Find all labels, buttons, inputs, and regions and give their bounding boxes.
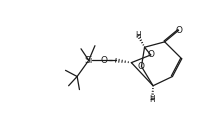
Text: O: O	[101, 56, 108, 65]
Text: H: H	[149, 95, 155, 104]
Text: Si: Si	[85, 56, 93, 65]
Text: O: O	[138, 62, 145, 71]
Text: O: O	[147, 50, 154, 59]
Text: O: O	[175, 26, 182, 35]
Text: H: H	[135, 31, 141, 40]
